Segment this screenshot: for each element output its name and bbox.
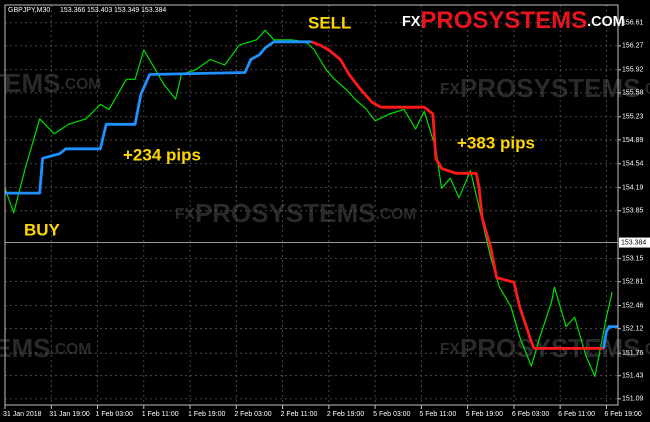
- logo-prefix: FX: [402, 14, 421, 30]
- x-tick-label: 2 Feb 03:00: [234, 411, 271, 418]
- y-tick-label: 155.23: [622, 114, 644, 121]
- logo-prefix: FX: [440, 81, 461, 98]
- y-tick-label: 151.76: [622, 350, 644, 357]
- x-tick-label: 5 Feb 11:00: [419, 411, 456, 418]
- logo-suffix: .COM: [376, 206, 417, 223]
- last-price-label: 153.384: [621, 239, 646, 246]
- x-tick-label: 31 Jan 2018: [3, 411, 42, 418]
- last-price-box: [619, 237, 650, 248]
- logo-suffix: .COM: [61, 76, 102, 93]
- y-tick-label: 156.27: [622, 43, 644, 50]
- header-price: 153.403: [87, 7, 112, 14]
- indicator-line: [602, 325, 618, 349]
- watermark: FXPROSYSTEMS.COM: [0, 333, 91, 363]
- watermarks: FXPROSYSTEMS.COMFXPROSYSTEMS.COMFXPROSYS…: [0, 68, 650, 363]
- logo-suffix: .COM: [587, 14, 625, 30]
- x-tick-label: 6 Feb 19:00: [604, 411, 641, 418]
- y-tick-label: 156.61: [622, 20, 644, 27]
- logo-prefix: FX: [175, 206, 196, 223]
- logo-brand: PROSYSTEMS: [0, 333, 51, 363]
- annotation: SELL: [308, 13, 351, 32]
- y-tick-label: 154.54: [622, 161, 644, 168]
- overlay: GBPJPY,M30 153.366 153.403 153.349 153.384 B…: [8, 7, 625, 240]
- y-tick-label: 153.85: [622, 208, 644, 215]
- logo-brand: PROSYSTEMS: [420, 7, 587, 34]
- x-tick-label: 1 Feb 11:00: [142, 411, 179, 418]
- header-price: 153.384: [141, 7, 166, 14]
- x-tick-label: 1 Feb 03:00: [96, 411, 133, 418]
- y-tick-label: 152.12: [622, 326, 644, 333]
- indicator-line: [5, 40, 312, 195]
- annotation: +234 pips: [123, 145, 201, 164]
- marks: [4, 29, 618, 377]
- logo-brand: PROSYSTEMS: [460, 73, 641, 103]
- grid: [4, 5, 618, 405]
- watermark: FXPROSYSTEMS.COM: [175, 198, 416, 228]
- price-line: [4, 29, 613, 377]
- logo: FXPROSYSTEMS.COM: [402, 7, 625, 34]
- annotation: BUY: [24, 220, 61, 239]
- x-tick-label: 6 Feb 11:00: [558, 411, 595, 418]
- x-tick-label: 5 Feb 03:00: [373, 411, 410, 418]
- y-tick-label: 152.46: [622, 302, 644, 309]
- logo-suffix: .COM: [51, 341, 92, 358]
- plot-frame: [4, 4, 619, 406]
- logo-brand: PROSYSTEMS: [0, 68, 61, 98]
- x-tick-label: 1 Feb 19:00: [188, 411, 225, 418]
- indicator-line: [310, 40, 604, 350]
- watermark: FXPROSYSTEMS.COM: [440, 73, 650, 103]
- annotation: +383 pips: [457, 133, 535, 152]
- y-tick-label: 151.09: [622, 396, 644, 403]
- logo-suffix: .COM: [641, 81, 650, 98]
- x-tick-label: 31 Jan 19:00: [49, 411, 90, 418]
- y-tick-label: 154.19: [622, 184, 644, 191]
- x-tick-label: 2 Feb 11:00: [281, 411, 318, 418]
- header-price: 153.366: [60, 7, 85, 14]
- x-tick-label: 6 Feb 03:00: [512, 411, 549, 418]
- y-tick-label: 155.58: [622, 90, 644, 97]
- x-tick-label: 2 Feb 19:00: [327, 411, 364, 418]
- axes: 151.09 151.43 151.76 152.12 152.46 152.81 153.…: [3, 20, 650, 418]
- y-tick-label: 153.15: [622, 255, 644, 262]
- logo-suffix: .COM: [641, 341, 650, 358]
- logo-prefix: FX: [440, 341, 461, 358]
- y-tick-label: 154.89: [622, 137, 644, 144]
- logo-brand: PROSYSTEMS: [195, 198, 376, 228]
- y-tick-label: 155.92: [622, 67, 644, 74]
- y-tick-label: 151.43: [622, 373, 644, 380]
- y-tick-label: 152.81: [622, 279, 644, 286]
- header-price: 153.349: [114, 7, 139, 14]
- x-tick-label: 5 Feb 19:00: [466, 411, 503, 418]
- header-symbol: GBPJPY,M30: [8, 7, 50, 14]
